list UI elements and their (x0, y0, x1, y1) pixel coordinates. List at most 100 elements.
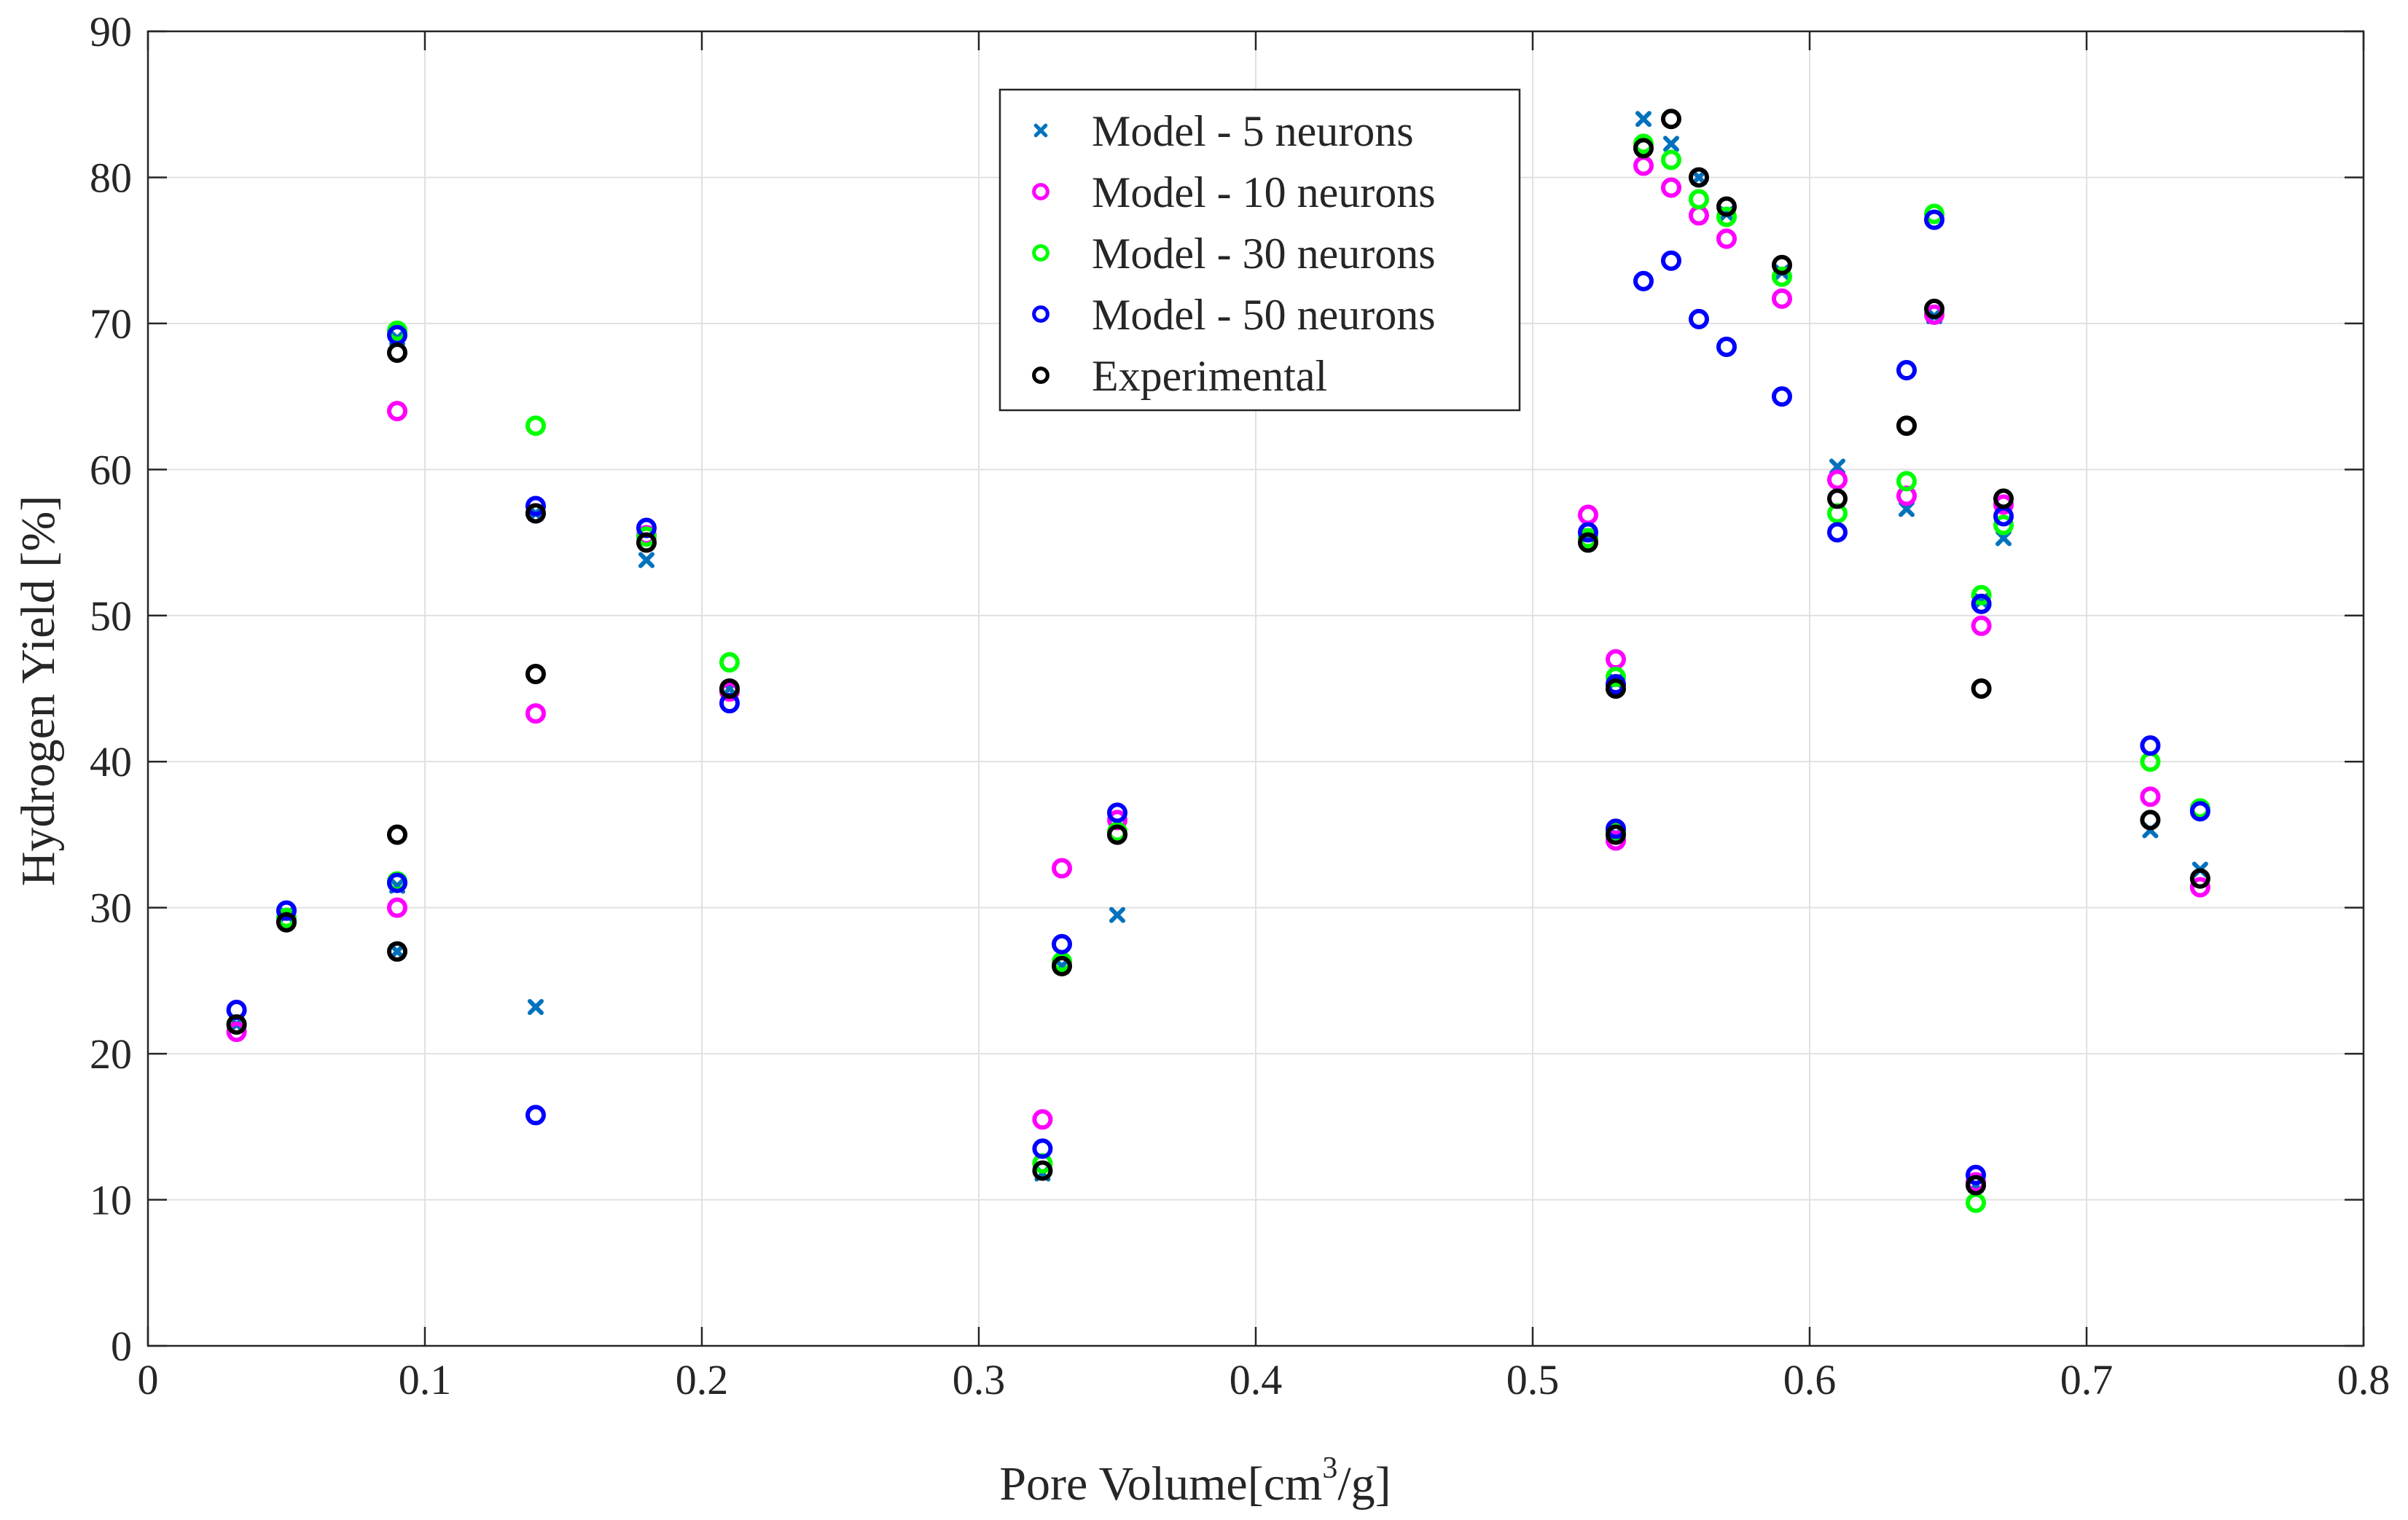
data-point-model-30-neurons (1661, 149, 1681, 171)
data-point-experimental (1971, 678, 1992, 699)
data-point-model-50-neurons (1896, 360, 1917, 381)
data-point-model-10-neurons (1032, 1109, 1053, 1130)
y-axis-title: Hydrogen Yield [%] (12, 495, 65, 886)
legend-label: Experimental (1092, 352, 1327, 400)
x-tick-label: 0.3 (953, 1356, 1006, 1403)
y-tick-label: 0 (111, 1323, 132, 1370)
data-point-model-50-neurons (2140, 735, 2161, 756)
data-point-experimental (1924, 298, 1944, 319)
data-point-model-50-neurons (1971, 593, 1992, 614)
data-point-model-10-neurons (1661, 177, 1681, 198)
data-point-model-50-neurons (1661, 250, 1681, 271)
data-point-experimental (387, 824, 407, 845)
data-point-model-5-neurons (389, 943, 405, 960)
data-point-model-30-neurons (1971, 584, 1992, 606)
x-tick-label: 0.6 (1783, 1356, 1837, 1403)
data-point-model-50-neurons (1966, 1164, 1986, 1186)
marker-stroke (1109, 906, 1125, 923)
axes (146, 30, 2365, 1347)
tick-labels: 0 0.1 0.2 0.3 0.4 0.5 0.6 0.7 0.8 0 10 20 30 40 50 60 70… (90, 8, 2390, 1403)
x-axis-title: Pore Volume[cm3/g] (999, 1452, 1391, 1511)
data-point-model-10-neurons (1052, 858, 1072, 879)
data-point-model-50-neurons (1107, 802, 1127, 823)
data-point-model-30-neurons (1772, 266, 1792, 287)
data-series (226, 109, 2210, 1213)
data-point-model-50-neurons (2189, 801, 2210, 822)
legend-marker (1033, 123, 1048, 138)
data-point-model-30-neurons (1716, 206, 1737, 227)
data-point-model-10-neurons (226, 1022, 247, 1043)
data-point-experimental (1689, 167, 1709, 188)
data-point-model-50-neurons (1578, 522, 1598, 543)
data-point-model-5-neurons (528, 998, 544, 1015)
data-point-model-10-neurons (387, 401, 407, 422)
data-point-experimental (636, 532, 657, 553)
data-point-experimental (1032, 1160, 1053, 1181)
data-point-experimental (1661, 109, 1681, 130)
legend-box (998, 88, 1521, 412)
data-point-experimental (719, 678, 740, 699)
y-tick-label: 90 (90, 8, 132, 55)
data-point-model-10-neurons (1716, 228, 1737, 249)
y-tick-label: 20 (90, 1030, 132, 1078)
data-point-model-50-neurons (1633, 270, 1654, 291)
y-tick-label: 60 (90, 446, 132, 493)
data-point-model-50-neurons (1052, 933, 1072, 955)
data-point-experimental (1633, 138, 1654, 159)
data-point-experimental (226, 1014, 247, 1035)
marker-stroke (1635, 111, 1651, 128)
x-axis-title-tail: /g] (1337, 1457, 1391, 1511)
data-point-model-50-neurons (1716, 336, 1737, 357)
data-point-experimental (1966, 1175, 1986, 1196)
y-tick-label: 40 (90, 738, 132, 786)
x-tick-label: 0.7 (2060, 1356, 2114, 1403)
data-point-model-50-neurons (525, 1105, 546, 1126)
x-tick-label: 0.4 (1230, 1356, 1283, 1403)
marker-stroke (528, 998, 544, 1015)
y-tick-label: 80 (90, 154, 132, 201)
marker-stroke (1033, 123, 1048, 138)
y-tick-label: 30 (90, 885, 132, 932)
data-point-model-5-neurons (638, 552, 654, 568)
data-point-experimental (276, 912, 297, 933)
data-point-experimental (1606, 824, 1626, 845)
y-tick-label: 10 (90, 1177, 132, 1224)
marker-stroke (638, 552, 654, 568)
legend-marker (1032, 183, 1049, 200)
data-point-experimental (1993, 488, 2014, 509)
marker-stroke (389, 943, 405, 960)
data-point-experimental (1578, 532, 1598, 553)
legend-label: Model - 10 neurons (1092, 168, 1436, 216)
legend-marker (1032, 305, 1049, 323)
data-point-model-50-neurons (276, 900, 297, 921)
data-point-model-5-neurons (1109, 906, 1125, 923)
data-point-experimental (1772, 254, 1792, 275)
data-point-experimental (1827, 488, 1848, 509)
data-point-model-5-neurons (1691, 169, 1707, 186)
data-point-model-50-neurons (1827, 522, 1848, 543)
data-point-model-10-neurons (2189, 877, 2210, 898)
x-tick-label: 0.8 (2337, 1356, 2391, 1403)
data-point-model-5-neurons (1635, 111, 1651, 128)
y-tick-label: 50 (90, 592, 132, 640)
data-point-model-30-neurons (1993, 514, 2014, 536)
y-tick-label: 70 (90, 300, 132, 348)
legend-label: Model - 30 neurons (1092, 230, 1436, 278)
legend-label: Model - 50 neurons (1092, 291, 1436, 339)
data-point-model-50-neurons (387, 872, 407, 893)
data-point-model-50-neurons (1924, 209, 1944, 230)
legend-marker (1032, 367, 1049, 384)
data-point-experimental (387, 342, 407, 363)
data-point-experimental (1107, 824, 1127, 845)
x-axis-title-superscript: 3 (1322, 1452, 1337, 1485)
data-point-model-30-neurons (1606, 666, 1626, 687)
x-axis-title-main: Pore Volume[cm (999, 1457, 1322, 1511)
x-tick-label: 0.1 (399, 1356, 452, 1403)
data-point-experimental (1896, 415, 1917, 436)
data-point-model-50-neurons (1032, 1138, 1053, 1159)
x-tick-label: 0.2 (676, 1356, 729, 1403)
data-point-model-10-neurons (1772, 288, 1792, 309)
legend-marker (1032, 244, 1049, 262)
data-point-experimental (1052, 955, 1072, 976)
